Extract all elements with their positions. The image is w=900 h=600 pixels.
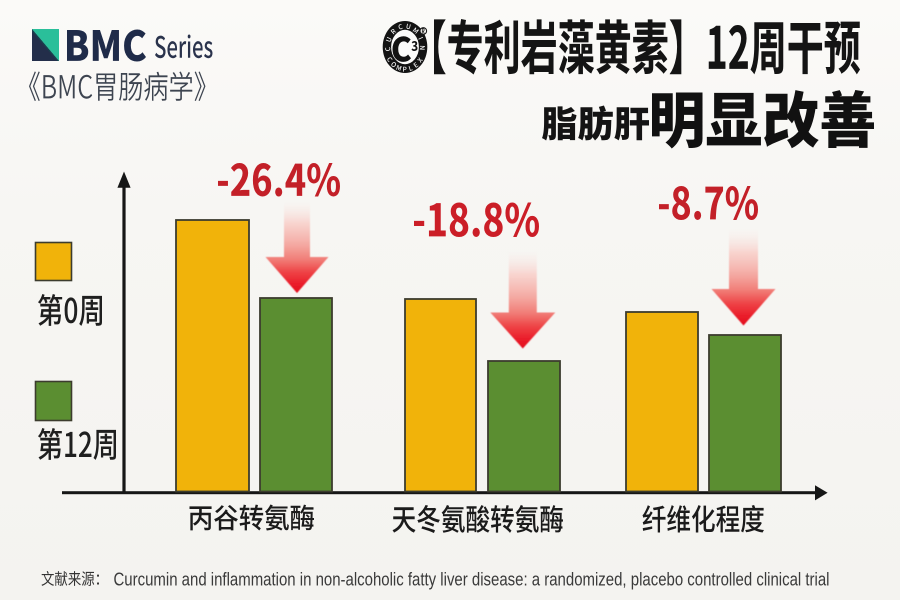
svg-text:Curcumin and inflammation in n: Curcumin and inflammation in non-alcohol… [114,568,830,589]
